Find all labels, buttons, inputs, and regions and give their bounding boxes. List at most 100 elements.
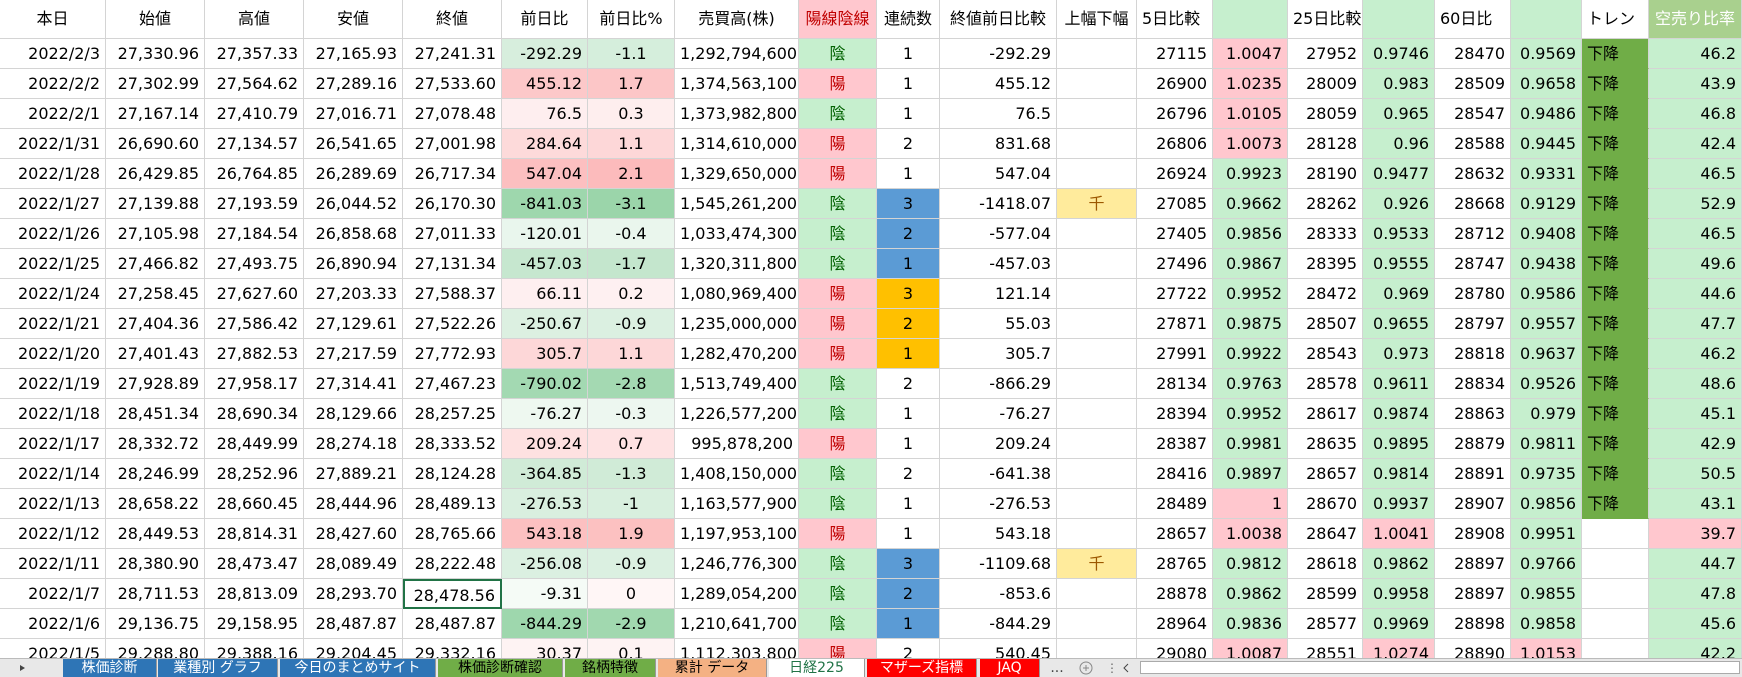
cell[interactable]: 28,478.56 <box>403 579 502 609</box>
cell: 下降 <box>1582 399 1649 429</box>
cell: 1,373,982,800 <box>675 99 799 129</box>
cell: 29,332.16 <box>403 639 502 658</box>
cell: 28,332.72 <box>106 429 205 459</box>
more-tabs[interactable]: ... <box>1050 660 1064 676</box>
cell: 26,170.30 <box>403 189 502 219</box>
cell: 1 <box>877 249 940 279</box>
cell <box>1057 579 1137 609</box>
cell: 27,889.21 <box>304 459 403 489</box>
cell: 0.979 <box>1511 399 1582 429</box>
cell: 305.7 <box>940 339 1057 369</box>
cell: 2022/1/28 <box>0 159 106 189</box>
cell <box>1057 219 1137 249</box>
cell: 28,690.34 <box>205 399 304 429</box>
cell: 28964 <box>1137 609 1213 639</box>
cell: 27,928.89 <box>106 369 205 399</box>
cell: 2 <box>877 219 940 249</box>
h-scrollbar[interactable] <box>1140 661 1740 674</box>
sheet-tab[interactable]: 株価診断確認 <box>438 659 563 677</box>
cell: 49.6 <box>1649 249 1742 279</box>
cell: 46.2 <box>1649 39 1742 69</box>
cell: 0.2 <box>588 279 675 309</box>
cell: 27,134.57 <box>205 129 304 159</box>
cell: 27,241.31 <box>403 39 502 69</box>
cell: 28588 <box>1435 129 1511 159</box>
sheet-tab[interactable]: JAQ <box>980 659 1040 677</box>
cell: 42.4 <box>1649 129 1742 159</box>
cell: 0.9969 <box>1363 609 1435 639</box>
cell: 0.9746 <box>1363 39 1435 69</box>
column-header: 25日比較 <box>1288 0 1363 39</box>
sheet-tab[interactable]: 今日のまとめサイト <box>280 659 436 677</box>
sheet-tab[interactable]: 株価診断 <box>63 659 157 677</box>
cell: 27,401.43 <box>106 339 205 369</box>
cell: 1 <box>877 609 940 639</box>
sheet-tab[interactable]: マザーズ指標 <box>867 659 977 677</box>
cell: 1 <box>877 159 940 189</box>
cell: 28834 <box>1435 369 1511 399</box>
cell: -292.29 <box>940 39 1057 69</box>
sheet-tab[interactable]: 日経225 <box>769 659 865 677</box>
column-header: 売買高(株) <box>675 0 799 39</box>
sheet-tabs: ⋮ 株価診断 業種別 グラフ 今日のまとめサイト 株価診断確認 銘柄特徴 累計 データ 日経… <box>0 658 1742 677</box>
column-header: 始値 <box>106 0 205 39</box>
svg-text:⋮: ⋮ <box>1106 661 1118 675</box>
cell: 27,016.71 <box>304 99 403 129</box>
cell: 27,772.93 <box>403 339 502 369</box>
column-header: 上幅下幅 <box>1057 0 1137 39</box>
cell: 1.0235 <box>1213 69 1288 99</box>
cell: 455.12 <box>940 69 1057 99</box>
cell: 43.9 <box>1649 69 1742 99</box>
cell: 27,404.36 <box>106 309 205 339</box>
column-header: 連続数 <box>877 0 940 39</box>
cell: 28897 <box>1435 579 1511 609</box>
cell <box>1057 99 1137 129</box>
cell: 28780 <box>1435 279 1511 309</box>
sheet-tab[interactable]: 業種別 グラフ <box>158 659 278 677</box>
cell: 29,388.16 <box>205 639 304 658</box>
cell <box>1582 519 1649 549</box>
cell: 0.9862 <box>1213 579 1288 609</box>
add-sheet[interactable]: ⋮ <box>1072 659 1142 677</box>
cell: -1 <box>588 489 675 519</box>
cell: 28507 <box>1288 309 1363 339</box>
cell: 0.9858 <box>1511 609 1582 639</box>
cell: 28,711.53 <box>106 579 205 609</box>
cell: 0.9856 <box>1511 489 1582 519</box>
cell: 0.9855 <box>1511 579 1582 609</box>
cell <box>1057 39 1137 69</box>
cell: 47.8 <box>1649 579 1742 609</box>
cell: 2 <box>877 459 940 489</box>
cell: 45.6 <box>1649 609 1742 639</box>
cell: 28470 <box>1435 39 1511 69</box>
cell: 3 <box>877 189 940 219</box>
tab-nav[interactable] <box>0 659 60 677</box>
cell: 47.7 <box>1649 309 1742 339</box>
cell: 305.7 <box>502 339 588 369</box>
sheet-tab[interactable]: 銘柄特徴 <box>565 659 656 677</box>
cell <box>1582 579 1649 609</box>
cell: -790.02 <box>502 369 588 399</box>
cell: 1 <box>877 339 940 369</box>
cell: 28,449.99 <box>205 429 304 459</box>
cell: 28387 <box>1137 429 1213 459</box>
cell: -292.29 <box>502 39 588 69</box>
sheet-tab[interactable]: 累計 データ <box>658 659 767 677</box>
cell: 0.9555 <box>1363 249 1435 279</box>
cell: 28618 <box>1288 549 1363 579</box>
cell: 28543 <box>1288 339 1363 369</box>
cell: 1,408,150,000 <box>675 459 799 489</box>
cell <box>1057 459 1137 489</box>
cell <box>1582 609 1649 639</box>
cell: 0.96 <box>1363 129 1435 159</box>
cell: 2 <box>877 309 940 339</box>
cell: 28547 <box>1435 99 1511 129</box>
cell: 1.0041 <box>1363 519 1435 549</box>
cell: 下降 <box>1582 219 1649 249</box>
cell: 1,226,577,200 <box>675 399 799 429</box>
cell: 28797 <box>1435 309 1511 339</box>
column-header: 安値 <box>304 0 403 39</box>
cell: 547.04 <box>502 159 588 189</box>
cell: 28747 <box>1435 249 1511 279</box>
cell: -1418.07 <box>940 189 1057 219</box>
